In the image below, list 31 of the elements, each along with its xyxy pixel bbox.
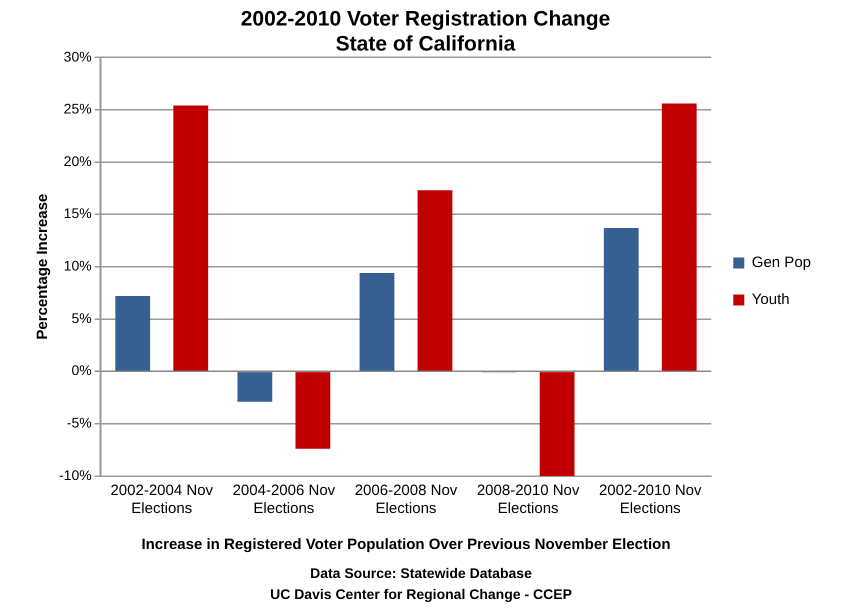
y-tick-label: 10% [64,258,92,274]
chart-subtitle: State of California [336,32,516,56]
x-tick-label: 2002-2010 Nov Elections [598,482,702,518]
y-tick-label: 0% [71,362,92,378]
x-axis-title: Increase in Registered Voter Population Over Previous November Election [141,536,671,554]
y-tick-label: 25% [64,100,92,117]
bar [662,103,697,371]
y-axis-title: Percentage Increase [34,194,52,340]
bar [115,296,150,371]
legend-label: Gen Pop [752,254,812,272]
bar [295,372,330,449]
y-tick-label: 30% [64,48,92,64]
bar [237,372,272,402]
bar [540,372,575,476]
y-tick-label: -10% [58,466,92,483]
x-tick-label: 2008-2010 Nov Elections [476,482,580,518]
x-tick-label: 2006-2008 Nov Elections [354,482,458,518]
bar [418,190,452,371]
y-tick-label: 20% [64,152,92,169]
bar [360,272,394,371]
bar [173,106,208,371]
y-tick-label: -5% [66,414,92,431]
bar [604,228,639,371]
y-tick-label: 5% [71,310,92,326]
x-tick-label: 2002-2004 Nov Elections [110,482,214,518]
y-tick-label: 15% [64,205,92,222]
text: UC Davis Center for Regional Change - CCEP [270,586,572,602]
source-note: Data Source: Statewide Database [310,565,532,581]
chart-title: 2002-2010 Voter Registration Change [240,7,610,30]
legend-label: Youth [752,291,790,308]
x-tick-label: 2004-2006 Nov Elections [232,482,336,518]
